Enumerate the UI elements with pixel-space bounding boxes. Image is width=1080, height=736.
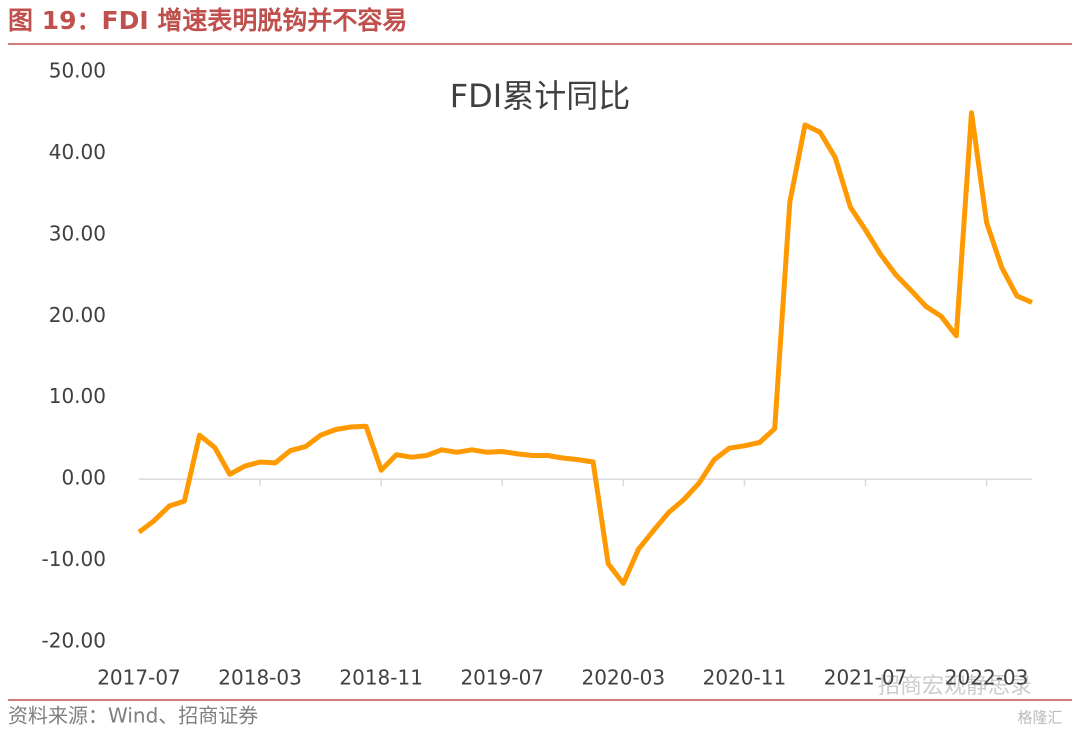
y-tick-label: -10.00 xyxy=(42,547,106,571)
figure-title: 图 19：FDI 增速表明脱钩并不容易 xyxy=(8,6,407,35)
watermark: 格隆汇 xyxy=(1017,709,1062,727)
chart-title: FDI累计同比 xyxy=(450,77,631,115)
y-tick-label: 50.00 xyxy=(49,59,106,83)
x-tick-label: 2020-11 xyxy=(703,666,787,690)
y-tick-label: 20.00 xyxy=(49,303,106,327)
x-tick-label: 2020-03 xyxy=(582,666,666,690)
y-tick-label: 10.00 xyxy=(49,384,106,408)
x-tick-label: 2018-11 xyxy=(339,666,423,690)
x-tick-label: 2017-07 xyxy=(97,666,181,690)
source-note: 资料来源：Wind、招商证券 xyxy=(8,704,258,728)
y-tick-label: 40.00 xyxy=(49,140,106,164)
x-tick-label: 2019-07 xyxy=(460,666,544,690)
x-tick-label: 2021-07 xyxy=(824,666,908,690)
y-tick-label: 0.00 xyxy=(61,466,106,490)
y-tick-label: 30.00 xyxy=(49,221,106,245)
data-line xyxy=(137,110,1033,586)
watermark: 招商宏观静思录 xyxy=(878,674,1032,699)
y-tick-label: -20.00 xyxy=(42,629,106,653)
x-tick-label: 2018-03 xyxy=(218,666,302,690)
x-tick-label: 2022-03 xyxy=(945,666,1029,690)
